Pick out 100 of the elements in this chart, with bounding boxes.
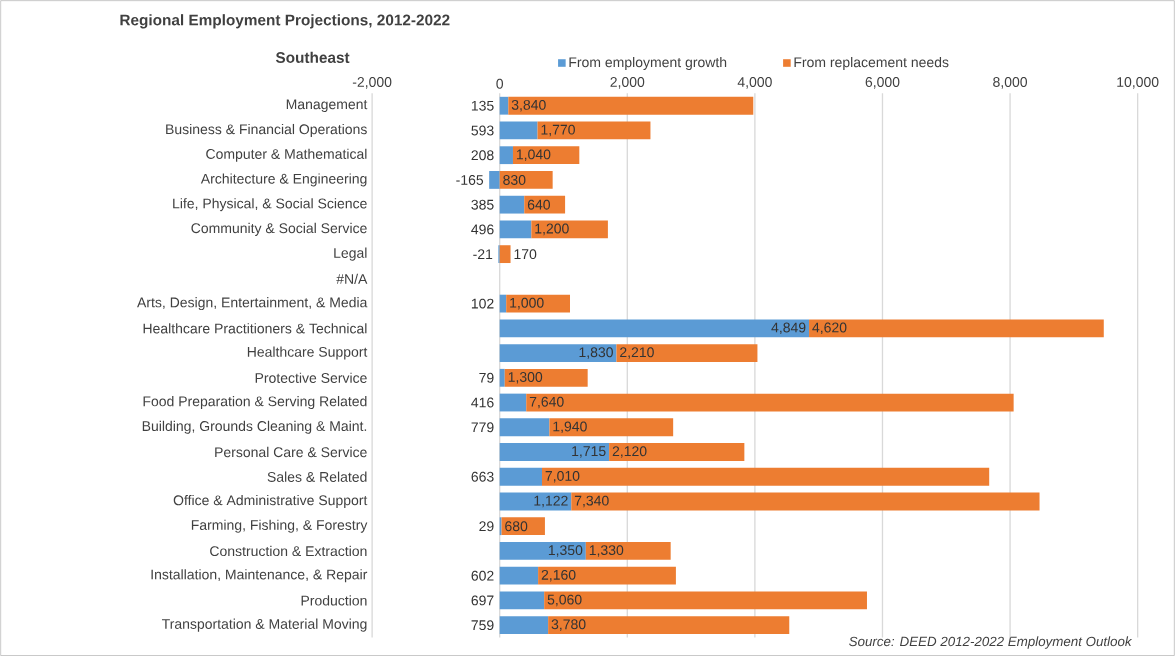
y-tick-label: Office & Administrative Support [173,494,368,508]
bar [542,467,990,486]
data-label: -165 [456,174,484,185]
bar [585,541,671,560]
x-tick-label: 10,000 [1117,77,1159,89]
x-tick-label: 6,000 [865,77,900,89]
bar [499,294,507,313]
data-label: 79 [479,372,494,383]
data-label: 170 [514,249,537,260]
bar [499,591,545,610]
bar [616,344,758,362]
data-label: 593 [471,125,494,136]
y-tick-label: Installation, Maintenance, & Repair [151,569,368,583]
y-tick-label: Personal Care & Service [215,446,367,458]
bar [537,121,651,140]
data-label: 1,830 [579,347,613,359]
bar [809,319,1104,338]
y-tick-label: Architecture & Engineering [200,173,367,187]
bar [609,443,745,461]
bar [538,566,676,585]
bar [499,443,610,461]
data-label: 663 [471,471,494,482]
y-tick-label: Food Preparation & Serving Related [143,395,367,409]
bar [489,170,500,189]
y-tick-label: Life, Physical, & Social Science [173,198,367,212]
y-tick-label: Transportation & Material Moving [161,618,367,632]
y-tick-label: Healthcare Support [247,346,368,360]
bar [512,146,580,165]
annotation: Source: DEED 2012-2022 Employment Outlook [849,636,1133,649]
x-tick-label: 4,000 [737,77,772,89]
data-label: 4,849 [771,322,806,335]
x-tick-label: 2,000 [610,77,645,89]
data-label: 1,200 [535,223,569,236]
bar [524,195,566,214]
x-tick-label: -2,000 [352,77,392,89]
x-tick-label: 8,000 [993,77,1028,89]
legend-label: From replacement needs [794,56,949,70]
y-tick-label: Protective Service [255,372,367,383]
data-label: 2,210 [620,347,654,359]
y-tick-label: Production [301,595,367,606]
y-tick-label: #N/A [336,273,368,284]
bar [499,616,549,634]
bar [499,245,511,263]
y-tick-label: Farming, Fishing, & Forestry [191,519,368,533]
data-label: 1,000 [510,297,544,310]
data-label: 1,940 [553,421,587,433]
y-tick-label: Legal [334,247,367,261]
data-label: 1,715 [572,446,606,458]
y-tick-label: Computer & Mathematical [206,148,367,162]
bar [499,319,810,338]
chart-title: Regional Employment Projections, 2012-2022 [120,14,450,29]
data-label: 496 [471,224,494,235]
bar [499,170,553,189]
data-label: 1,770 [541,124,575,137]
data-label: 680 [505,521,528,532]
bar [499,541,586,560]
data-label: 1,122 [534,495,568,508]
data-label: 5,060 [547,594,582,607]
data-label: 4,620 [812,322,847,335]
y-tick-label: Building, Grounds Cleaning & Maint. [142,420,367,434]
data-label: 759 [471,620,494,631]
data-label: 29 [479,521,494,532]
bar [499,146,513,165]
data-label: 416 [471,397,494,408]
bar [544,591,867,610]
bar [548,616,790,634]
data-label: 135 [471,100,494,111]
legend-label: From employment growth [569,56,727,70]
bar [499,566,539,585]
bar [499,393,527,412]
data-label: -21 [473,249,493,259]
bar [499,195,525,214]
bar [499,96,509,115]
y-tick-label: Business & Financial Operations [166,123,367,137]
y-tick-label: Healthcare Practitioners & Technical [143,323,367,334]
data-label: 2,160 [541,569,576,582]
bar [531,220,608,239]
data-label: 830 [503,174,526,185]
data-label: 7,640 [529,396,564,409]
bar [499,220,532,239]
bar [504,368,588,387]
data-label: 602 [471,570,494,581]
y-tick-label: Management [286,99,368,112]
chart-subtitle: Southeast [275,51,350,63]
data-label: 1,330 [589,545,624,557]
data-label: 208 [471,150,494,161]
data-label: 1,350 [548,545,583,557]
data-label: 697 [471,595,494,606]
bar [506,294,570,313]
data-label: 385 [471,199,494,210]
bar [549,418,674,437]
bar [571,492,1040,511]
bar [499,368,505,387]
bar [499,467,542,486]
y-tick-label: Community & Social Service [191,222,367,236]
data-label: 7,010 [545,470,580,483]
data-label: 779 [471,422,494,433]
data-label: 7,340 [574,495,609,508]
data-label: 1,300 [508,371,543,384]
bar [508,96,754,115]
